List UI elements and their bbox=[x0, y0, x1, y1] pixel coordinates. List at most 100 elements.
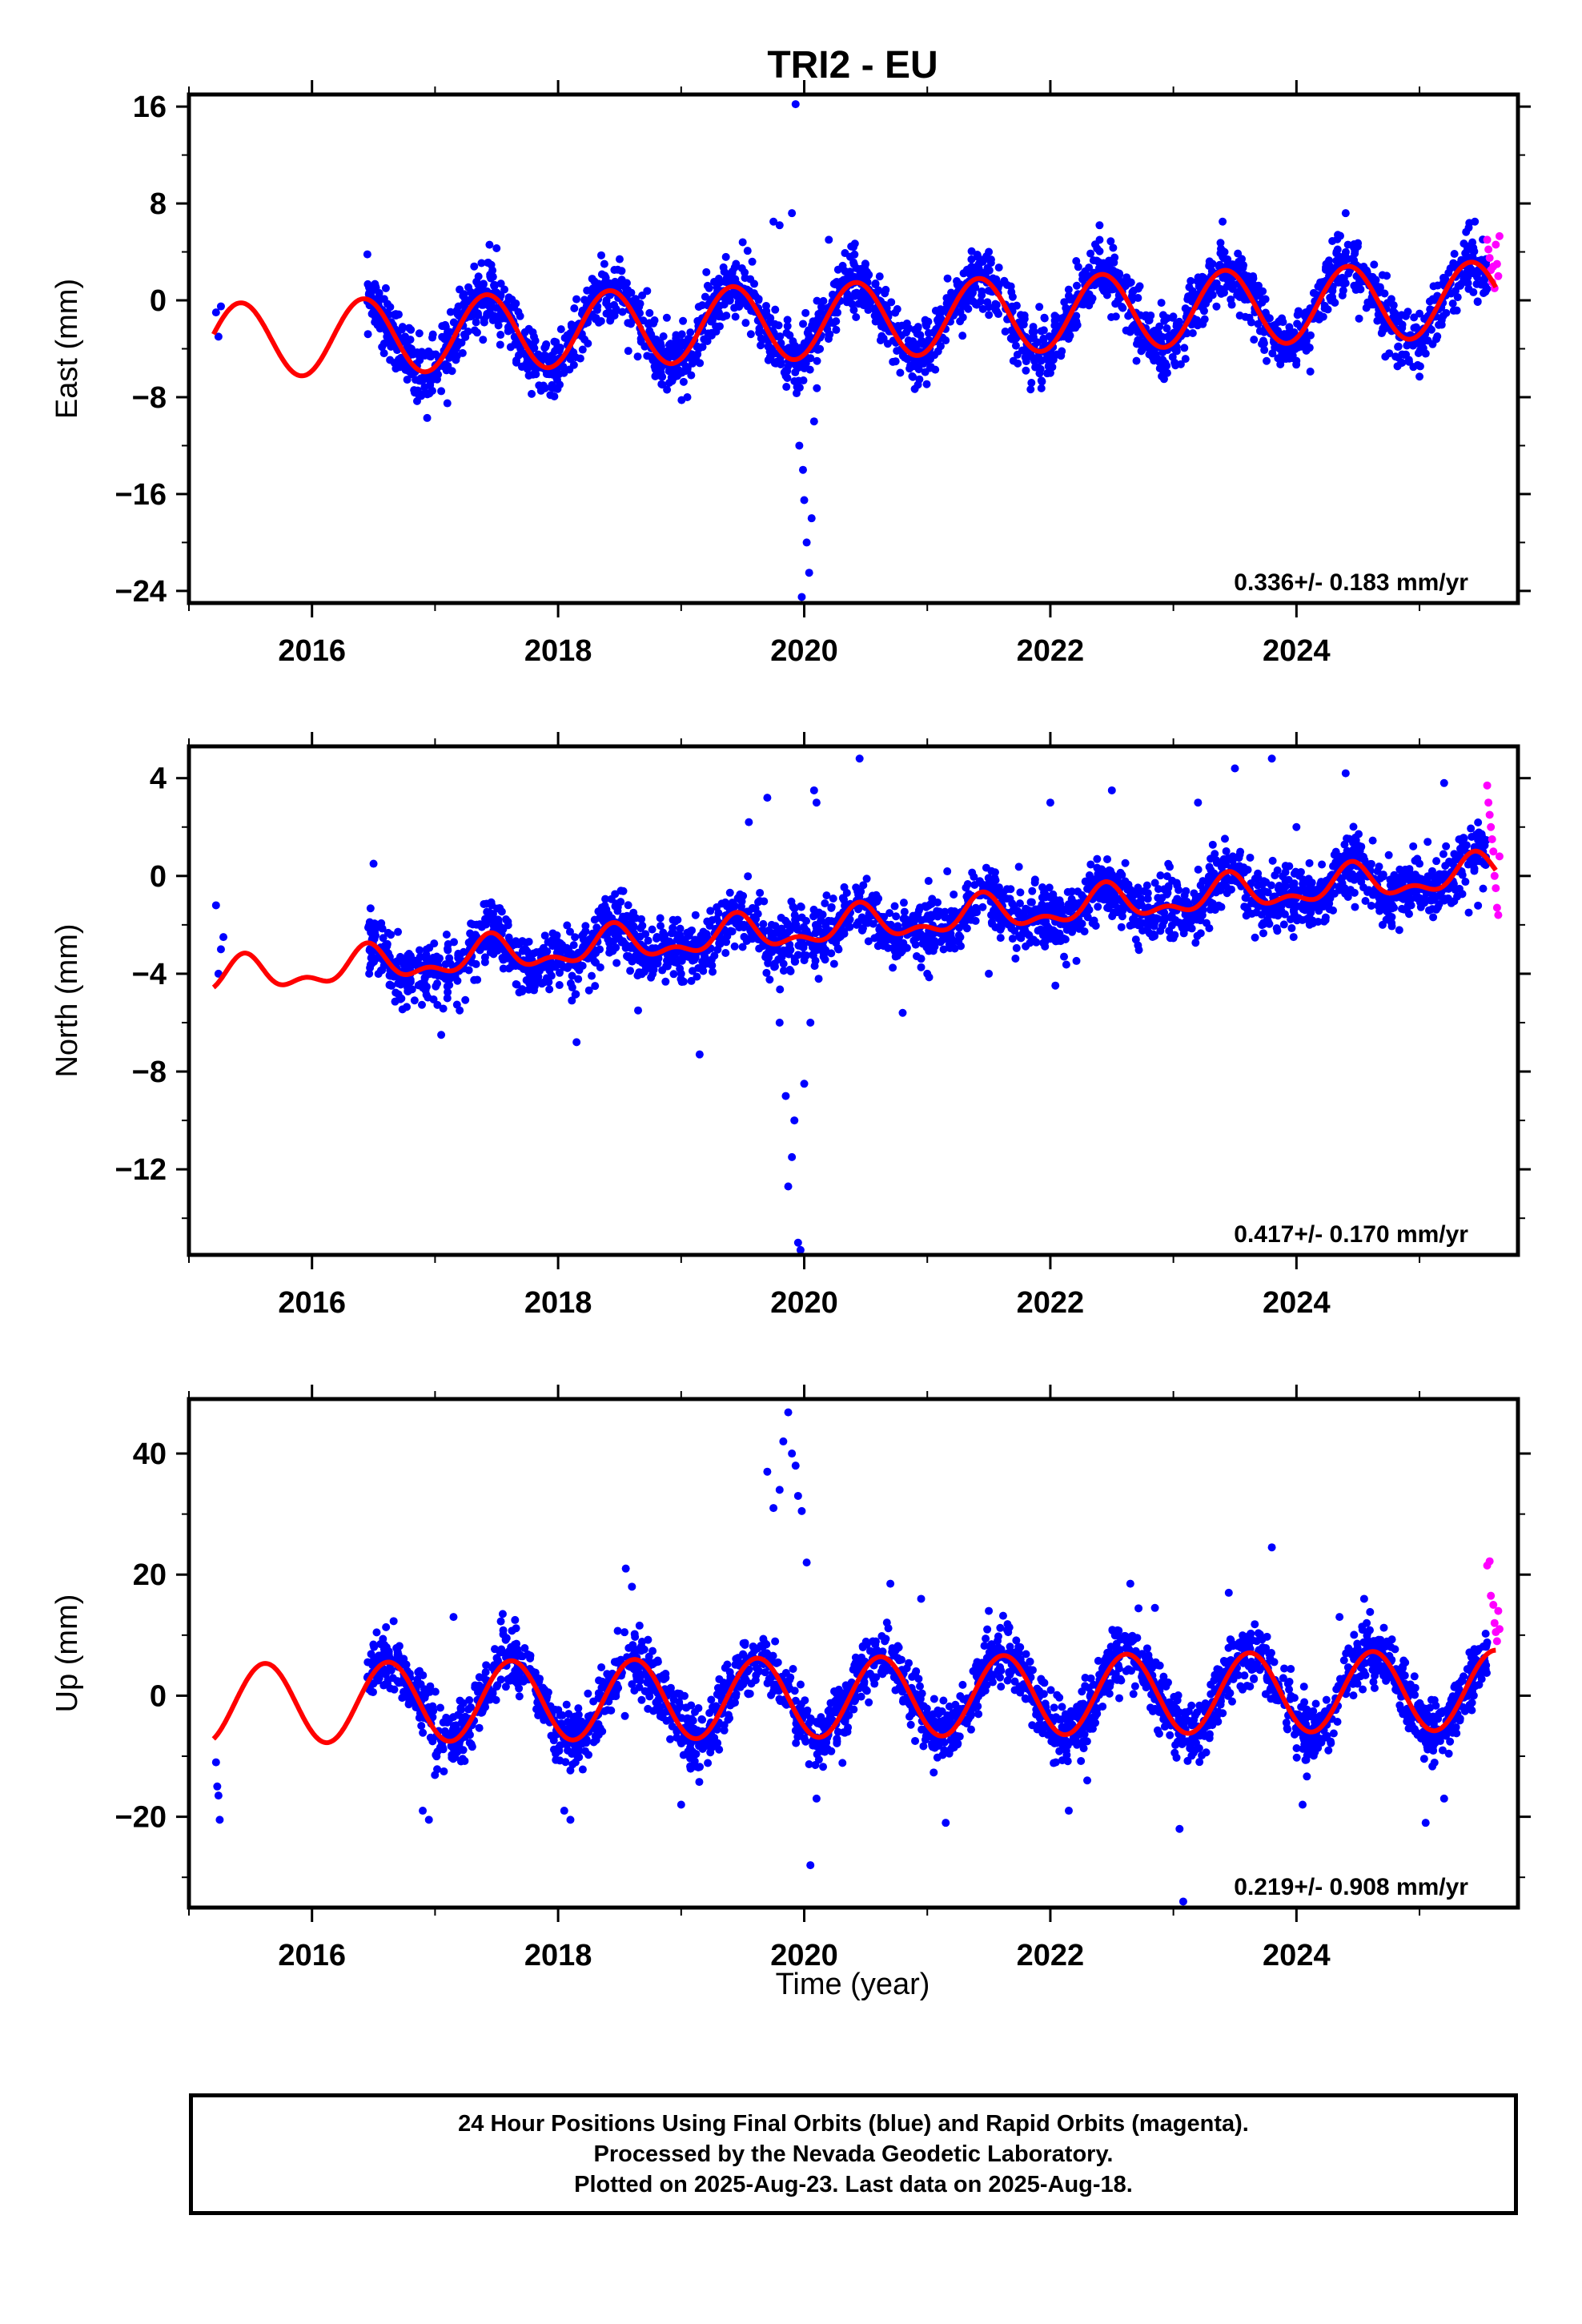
data-point bbox=[1262, 887, 1271, 896]
data-point bbox=[1211, 850, 1219, 858]
data-point bbox=[1012, 943, 1021, 952]
data-point bbox=[1205, 924, 1214, 933]
panel-frame bbox=[187, 92, 1520, 605]
data-point bbox=[721, 295, 730, 304]
data-point bbox=[1199, 274, 1208, 283]
data-point bbox=[1150, 879, 1159, 887]
data-point bbox=[652, 934, 661, 943]
data-point bbox=[504, 327, 512, 336]
data-point bbox=[1362, 304, 1371, 312]
data-point bbox=[459, 292, 468, 300]
data-point bbox=[975, 877, 984, 886]
data-point bbox=[1290, 869, 1299, 878]
data-point bbox=[800, 339, 809, 348]
data-point bbox=[714, 275, 723, 283]
data-point bbox=[1064, 285, 1073, 294]
data-point bbox=[1217, 862, 1226, 871]
data-point bbox=[1323, 305, 1332, 314]
data-point bbox=[1219, 273, 1227, 282]
data-point bbox=[565, 365, 574, 374]
data-point bbox=[1001, 327, 1010, 336]
data-point bbox=[794, 376, 803, 385]
y-tick-label: 0 bbox=[150, 284, 167, 318]
data-point bbox=[477, 300, 486, 309]
data-point bbox=[1375, 283, 1384, 292]
data-point bbox=[1128, 324, 1137, 332]
data-point bbox=[1050, 321, 1059, 330]
data-point bbox=[968, 868, 977, 877]
data-point bbox=[777, 932, 785, 941]
data-point bbox=[651, 365, 660, 374]
data-point bbox=[862, 875, 871, 883]
data-point bbox=[659, 332, 668, 341]
data-point bbox=[528, 370, 537, 379]
data-point bbox=[484, 938, 493, 947]
data-point bbox=[855, 292, 864, 300]
data-point bbox=[798, 465, 807, 474]
data-point bbox=[791, 100, 800, 109]
data-point bbox=[369, 308, 378, 316]
data-point bbox=[1026, 385, 1035, 394]
data-point bbox=[1151, 350, 1160, 359]
data-point bbox=[1181, 355, 1190, 364]
data-point bbox=[1251, 933, 1259, 942]
data-point bbox=[984, 303, 993, 312]
data-point bbox=[1160, 917, 1169, 926]
data-point bbox=[460, 330, 468, 339]
data-point bbox=[996, 934, 1005, 943]
data-point bbox=[559, 362, 568, 371]
data-point bbox=[790, 911, 799, 919]
data-point bbox=[370, 935, 379, 943]
data-point bbox=[943, 867, 952, 876]
data-point bbox=[1440, 895, 1449, 903]
data-point bbox=[445, 954, 454, 963]
data-point bbox=[438, 972, 447, 981]
data-point bbox=[497, 312, 506, 321]
data-point bbox=[985, 266, 994, 275]
data-point bbox=[1234, 249, 1243, 258]
data-point bbox=[1278, 314, 1287, 323]
data-point bbox=[1040, 313, 1049, 322]
data-point bbox=[715, 301, 724, 310]
data-point bbox=[645, 327, 654, 336]
data-point bbox=[485, 240, 494, 249]
data-point bbox=[1035, 303, 1044, 312]
data-point bbox=[795, 441, 804, 450]
data-point bbox=[1121, 858, 1130, 867]
data-point bbox=[841, 267, 849, 275]
data-point bbox=[1306, 368, 1315, 376]
data-point bbox=[1474, 818, 1483, 826]
x-tick-label: 2016 bbox=[278, 634, 346, 668]
data-point bbox=[738, 943, 747, 951]
data-point bbox=[463, 297, 472, 306]
data-point bbox=[542, 369, 551, 378]
data-point bbox=[624, 319, 632, 328]
data-point bbox=[1474, 901, 1483, 910]
data-point bbox=[686, 328, 695, 337]
chart-title: TRI2 - EU bbox=[767, 44, 938, 86]
data-point bbox=[1072, 281, 1081, 290]
data-point bbox=[489, 922, 498, 931]
data-point bbox=[1307, 908, 1315, 917]
data-point bbox=[1265, 919, 1274, 928]
y-tick-label: 16 bbox=[133, 90, 167, 124]
data-point bbox=[377, 919, 386, 927]
data-point bbox=[765, 975, 774, 984]
data-point bbox=[1247, 318, 1255, 327]
data-point bbox=[568, 971, 576, 980]
data-point bbox=[1412, 339, 1421, 348]
data-point bbox=[432, 952, 441, 961]
data-point bbox=[1379, 872, 1387, 881]
data-point bbox=[1464, 223, 1473, 232]
data-point bbox=[656, 922, 665, 931]
data-point bbox=[480, 958, 489, 967]
data-point bbox=[958, 313, 967, 322]
x-tick-label: 2024 bbox=[1263, 634, 1331, 668]
data-point bbox=[864, 937, 873, 946]
y-tick-label: −4 bbox=[132, 958, 167, 991]
data-point bbox=[665, 379, 673, 388]
x-tick-label: 2020 bbox=[770, 634, 838, 668]
data-point bbox=[1115, 269, 1124, 278]
data-point bbox=[615, 255, 624, 263]
data-point bbox=[703, 281, 712, 290]
